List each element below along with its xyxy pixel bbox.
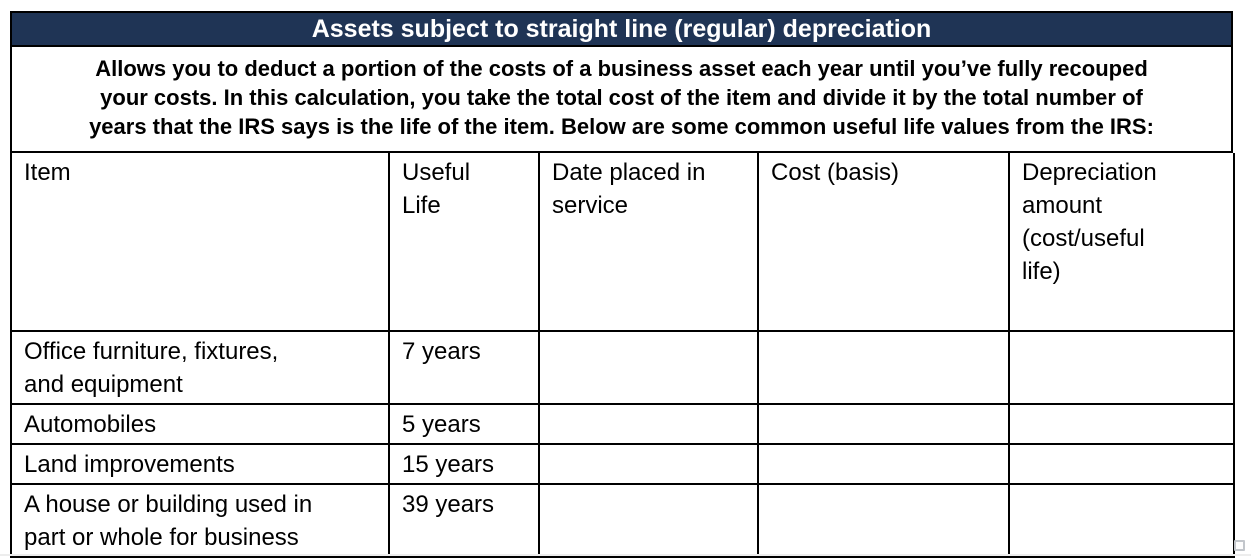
cell-cost-basis[interactable] [757, 403, 1010, 445]
cell-date-placed-in-service[interactable] [538, 403, 759, 445]
cell-item[interactable]: Office furniture, fixtures, and equipmen… [10, 330, 390, 405]
cell-useful-life[interactable]: 39 years [388, 483, 540, 558]
depreciation-table: Item Useful Life Date placed in service … [10, 153, 1235, 558]
cell-item[interactable]: Automobiles [10, 403, 390, 445]
window-bottom-edge [0, 554, 1251, 556]
cell-depreciation-amount[interactable] [1008, 443, 1235, 485]
cell-date-placed-in-service[interactable] [538, 443, 759, 485]
cell-date-placed-in-service[interactable] [538, 330, 759, 405]
cell-date-placed-in-service[interactable] [538, 483, 759, 558]
cell-cost-basis[interactable] [757, 483, 1010, 558]
table-resize-handle[interactable] [1234, 540, 1245, 551]
cell-item[interactable]: Land improvements [10, 443, 390, 485]
depreciation-worksheet: Assets subject to straight line (regular… [10, 11, 1235, 558]
table-row: Office furniture, fixtures, and equipmen… [10, 330, 1235, 405]
cell-depreciation-amount[interactable] [1008, 330, 1235, 405]
col-header-item[interactable]: Item [10, 153, 390, 332]
table-row: A house or building used in part or whol… [10, 483, 1235, 558]
cell-cost-basis[interactable] [757, 443, 1010, 485]
col-header-depreciation-amount[interactable]: Depreciation amount (cost/useful life) [1008, 153, 1235, 332]
cell-useful-life[interactable]: 15 years [388, 443, 540, 485]
table-row: Land improvements 15 years [10, 443, 1235, 485]
cell-item[interactable]: A house or building used in part or whol… [10, 483, 390, 558]
col-header-cost-basis[interactable]: Cost (basis) [757, 153, 1010, 332]
cell-cost-basis[interactable] [757, 330, 1010, 405]
table-title: Assets subject to straight line (regular… [311, 15, 932, 43]
cell-useful-life[interactable]: 5 years [388, 403, 540, 445]
table-header-row: Item Useful Life Date placed in service … [10, 153, 1235, 332]
cell-depreciation-amount[interactable] [1008, 483, 1235, 558]
cell-depreciation-amount[interactable] [1008, 403, 1235, 445]
col-header-date-placed-in-service[interactable]: Date placed in service [538, 153, 759, 332]
table-row: Automobiles 5 years [10, 403, 1235, 445]
cell-useful-life[interactable]: 7 years [388, 330, 540, 405]
table-title-bar[interactable]: Assets subject to straight line (regular… [10, 11, 1233, 47]
col-header-useful-life[interactable]: Useful Life [388, 153, 540, 332]
intro-paragraph[interactable]: Allows you to deduct a portion of the co… [10, 47, 1233, 153]
